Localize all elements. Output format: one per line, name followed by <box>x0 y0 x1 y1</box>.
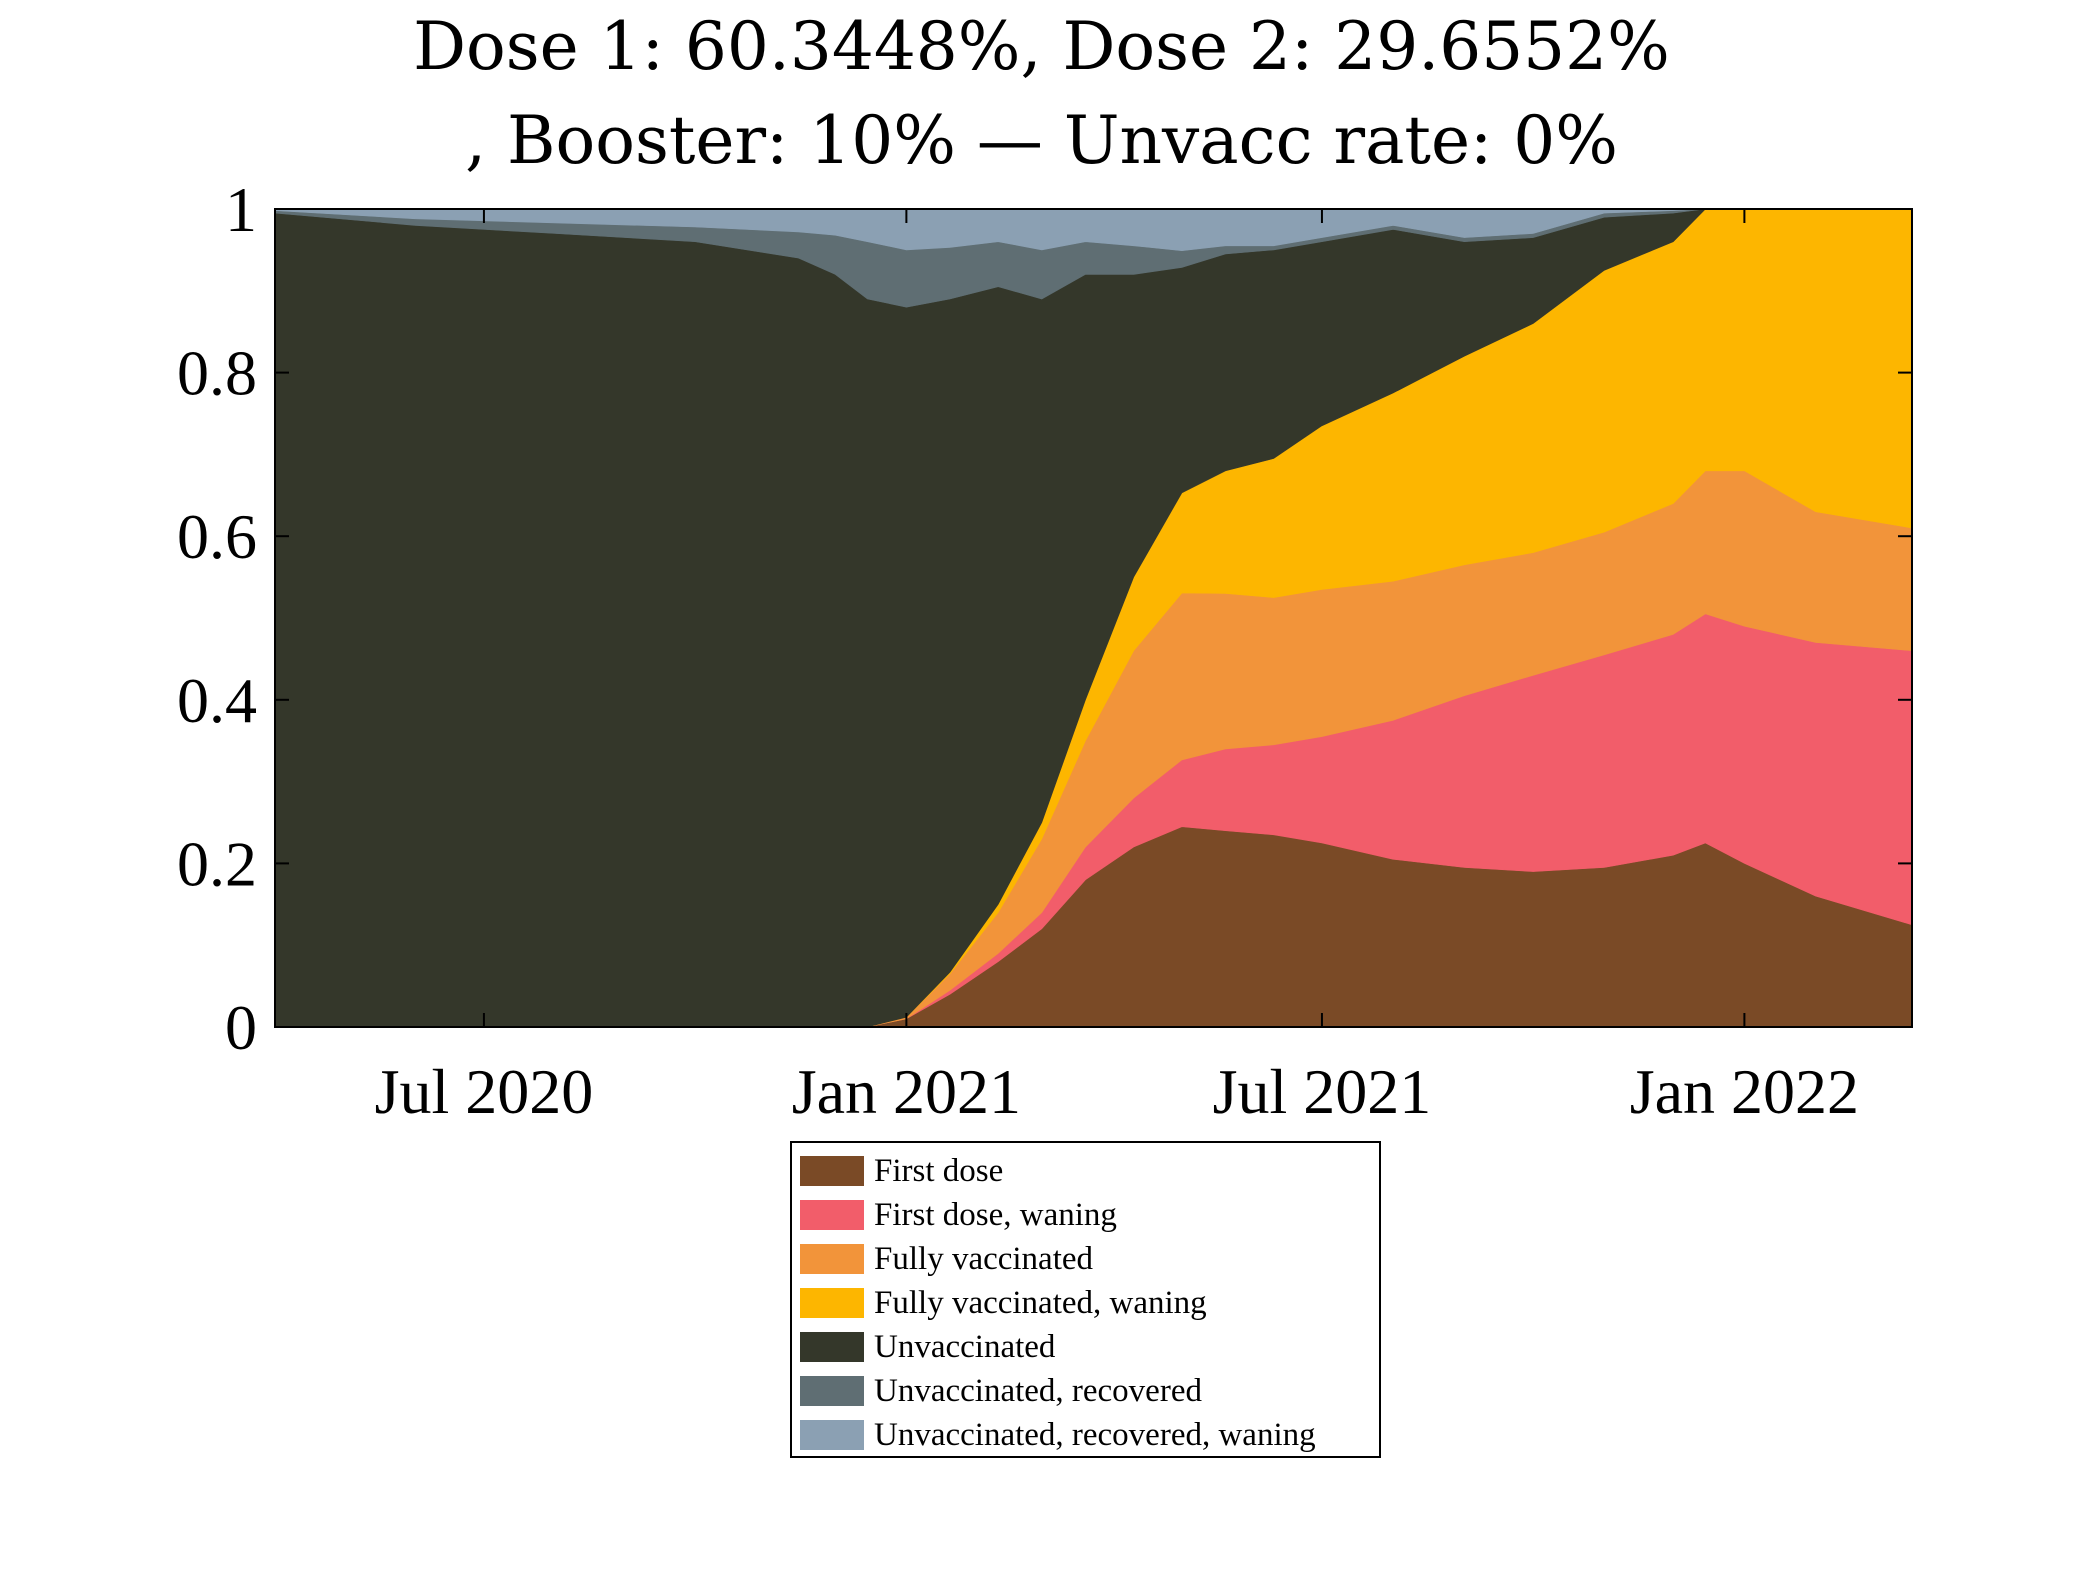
legend-item-fully-vaccinated: Fully vaccinated <box>800 1237 1371 1281</box>
legend-label: Unvaccinated, recovered <box>874 1372 1202 1409</box>
x-tick-label: Jan 2021 <box>792 1056 1021 1127</box>
legend-item-first-dose: First dose <box>800 1149 1371 1193</box>
legend-swatch-fully-vaccinated-waning <box>800 1288 864 1318</box>
legend-item-unvaccinated-recovered-waning: Unvaccinated, recovered, waning <box>800 1413 1371 1457</box>
legend-label: Fully vaccinated, waning <box>874 1284 1207 1321</box>
legend-swatch-first-dose <box>800 1156 864 1186</box>
chart-title-line-2: , Booster: 10% — Unvacc rate: 0% <box>465 102 1618 179</box>
legend-label: First dose <box>874 1152 1004 1189</box>
legend-swatch-fully-vaccinated <box>800 1244 864 1274</box>
chart-title-line-1: Dose 1: 60.3448%, Dose 2: 29.6552% <box>413 8 1670 85</box>
x-tick-label: Jul 2021 <box>1213 1056 1432 1127</box>
x-axis: Jul 2020 Jan 2021 Jul 2021 Jan 2022 <box>375 209 1859 1127</box>
legend-label: Unvaccinated, recovered, waning <box>874 1416 1316 1453</box>
x-tick-label: Jan 2022 <box>1630 1056 1859 1127</box>
legend-item-fully-vaccinated-waning: Fully vaccinated, waning <box>800 1281 1371 1325</box>
y-tick-label: 0 <box>225 992 257 1063</box>
legend-item-unvaccinated: Unvaccinated <box>800 1325 1371 1369</box>
y-tick-label: 0.8 <box>177 338 257 409</box>
legend-swatch-first-dose-waning <box>800 1200 864 1230</box>
legend-swatch-unvaccinated-recovered-waning <box>800 1420 864 1450</box>
legend-label: Fully vaccinated <box>874 1240 1094 1277</box>
plot-frame <box>274 208 1913 1028</box>
legend: First dose First dose, waning Fully vacc… <box>790 1141 1381 1458</box>
y-axis: 0 0.2 0.4 0.6 0.8 1 <box>177 174 1912 1063</box>
legend-label: Unvaccinated <box>874 1328 1056 1365</box>
y-tick-label: 0.2 <box>177 828 257 899</box>
y-tick-label: 0.4 <box>177 665 257 736</box>
legend-label: First dose, waning <box>874 1196 1117 1233</box>
y-tick-label: 0.6 <box>177 501 257 572</box>
legend-item-unvaccinated-recovered: Unvaccinated, recovered <box>800 1369 1371 1413</box>
legend-swatch-unvaccinated-recovered <box>800 1376 864 1406</box>
legend-item-first-dose-waning: First dose, waning <box>800 1193 1371 1237</box>
y-tick-label: 1 <box>225 174 257 245</box>
x-tick-label: Jul 2020 <box>375 1056 594 1127</box>
area-layers <box>274 208 1913 1028</box>
legend-swatch-unvaccinated <box>800 1332 864 1362</box>
